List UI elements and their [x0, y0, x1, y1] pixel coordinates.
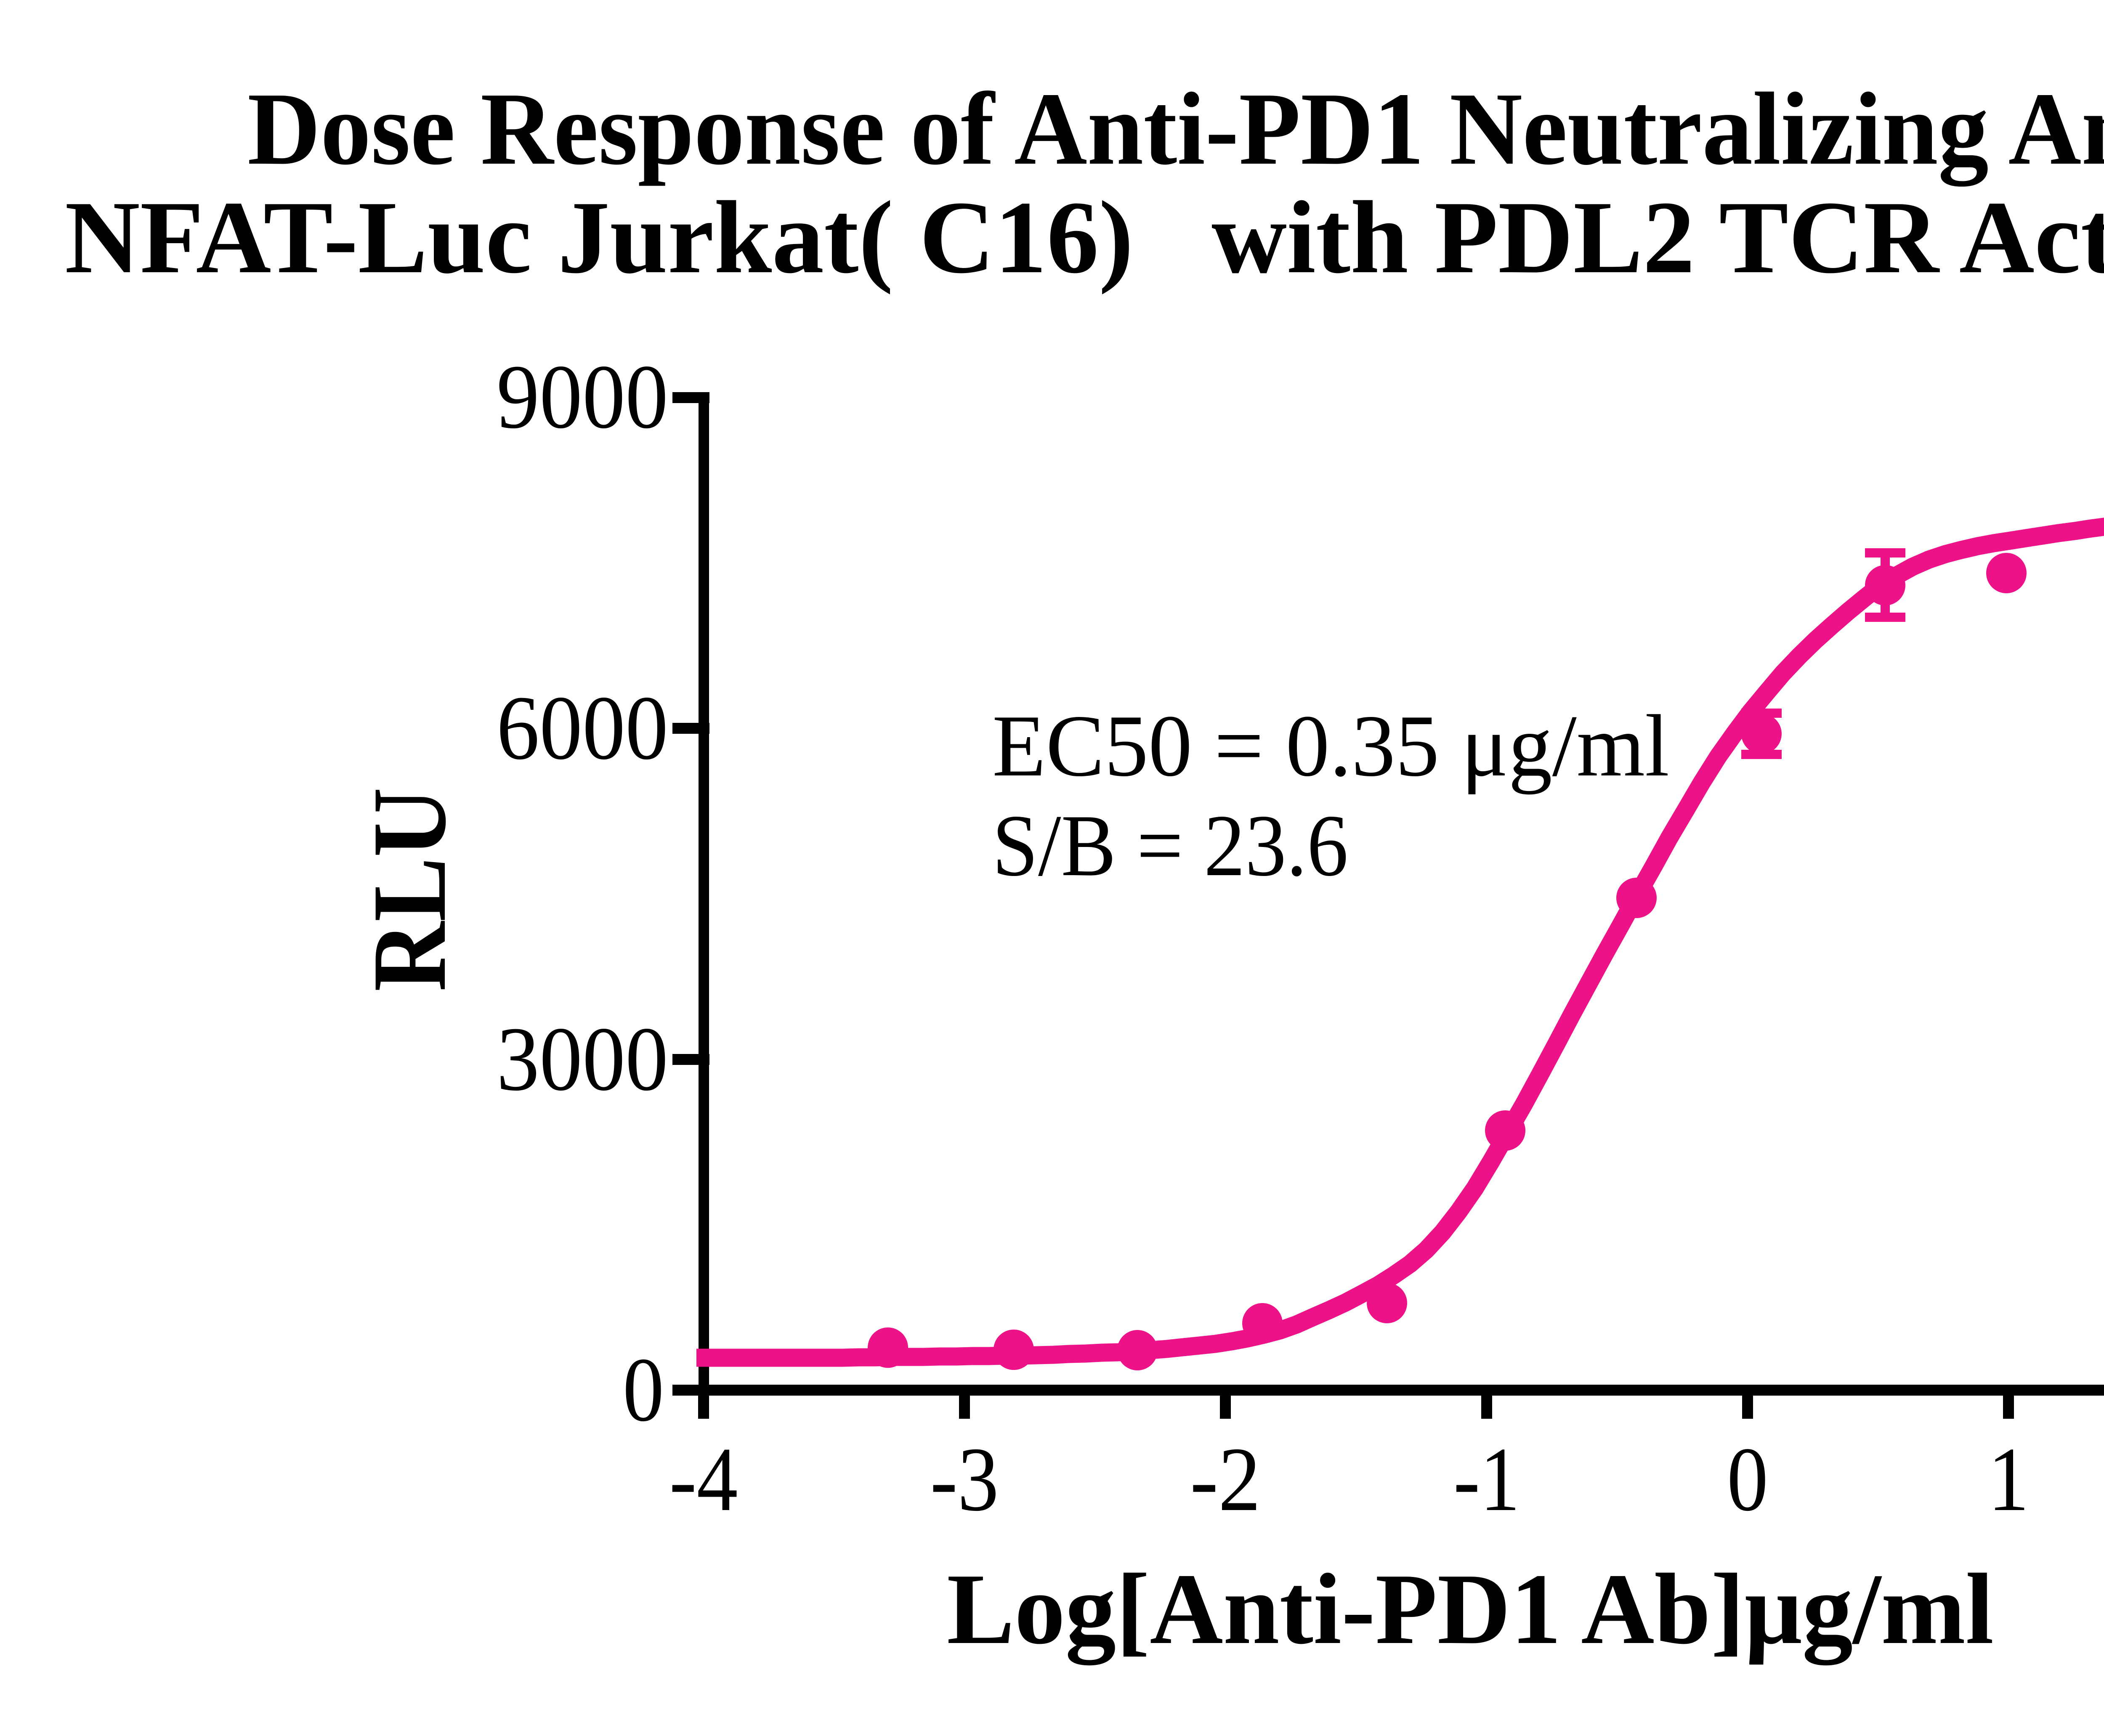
svg-text:-4: -4 — [669, 1429, 738, 1530]
svg-text:9000: 9000 — [497, 346, 668, 448]
svg-text:-1: -1 — [1453, 1429, 1520, 1530]
svg-text:Dose Response of Anti-PD1 Neut: Dose Response of Anti-PD1 Neutralizing A… — [247, 72, 2104, 187]
svg-text:-3: -3 — [930, 1429, 999, 1530]
svg-text:EC50 = 0.35 μg/ml: EC50 = 0.35 μg/ml — [992, 697, 1669, 795]
svg-text:3000: 3000 — [497, 1009, 668, 1110]
svg-text:0: 0 — [1727, 1429, 1768, 1530]
svg-text:6000: 6000 — [497, 677, 668, 779]
svg-text:S/B = 23.6: S/B = 23.6 — [992, 797, 1348, 895]
svg-text:Log[Anti-PD1 Ab]μg/ml: Log[Anti-PD1 Ab]μg/ml — [947, 1553, 1994, 1665]
svg-text:NFAT-Luc Jurkat( C16) with P: NFAT-Luc Jurkat( C16) with PDL2 TCR Acti… — [65, 180, 2104, 295]
svg-text:1: 1 — [1988, 1429, 2029, 1530]
svg-text:RLU: RLU — [351, 788, 468, 992]
svg-text:0: 0 — [623, 1339, 664, 1441]
svg-text:-2: -2 — [1190, 1429, 1261, 1530]
